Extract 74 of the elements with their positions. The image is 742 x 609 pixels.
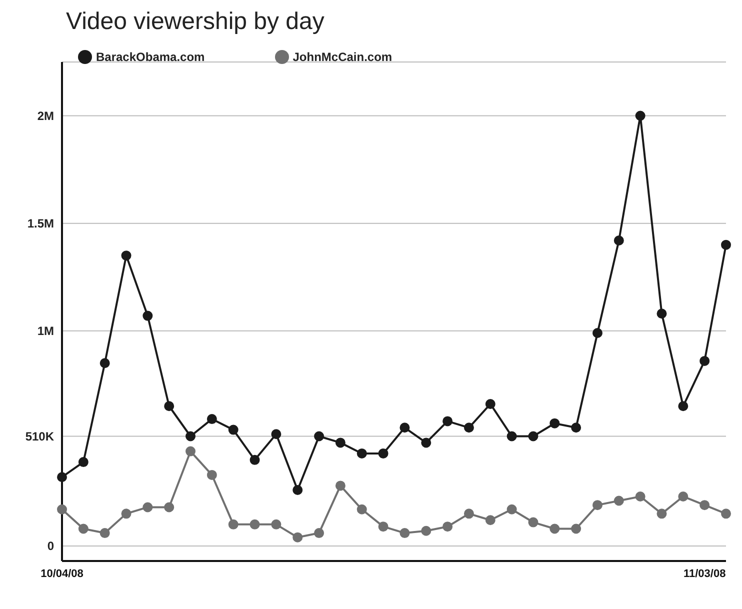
chart-title: Video viewership by day (66, 8, 326, 36)
point (100, 358, 110, 368)
point (506, 504, 517, 514)
point (614, 236, 624, 246)
point (142, 310, 153, 321)
point (250, 519, 260, 530)
point (121, 250, 132, 261)
point (592, 500, 602, 510)
point (678, 401, 688, 412)
point (700, 356, 710, 366)
point (400, 528, 410, 538)
point (121, 508, 132, 519)
y-tick-label: 1.5M (27, 216, 54, 231)
point (142, 502, 153, 512)
point (100, 528, 110, 538)
point (228, 519, 238, 530)
point (528, 517, 538, 528)
point (164, 401, 174, 412)
point (635, 491, 646, 502)
point (442, 522, 453, 532)
point (271, 519, 282, 530)
x-tick-label: 11/03/08 (683, 568, 726, 580)
point (700, 500, 710, 510)
point (464, 422, 474, 433)
point (721, 508, 731, 519)
point (271, 429, 282, 440)
point (356, 504, 367, 514)
point (421, 438, 432, 448)
point (571, 524, 582, 534)
point (721, 240, 731, 250)
point (206, 470, 217, 480)
point (592, 328, 602, 338)
point (250, 454, 260, 465)
point (206, 414, 217, 424)
point (57, 472, 67, 482)
point (421, 526, 432, 536)
point (400, 422, 410, 433)
point (78, 457, 88, 468)
point (228, 424, 238, 435)
point (678, 491, 688, 502)
y-tick-label: 1M (37, 324, 54, 338)
point (550, 418, 560, 428)
point (614, 496, 624, 506)
point (356, 448, 367, 458)
point (656, 308, 667, 319)
point (528, 431, 538, 442)
point (186, 446, 196, 456)
point (335, 480, 346, 491)
point (78, 524, 88, 534)
point (186, 431, 196, 442)
y-tick-label: 0 (47, 539, 54, 554)
y-tick-label: 2M (37, 109, 54, 124)
point (485, 398, 496, 409)
x-tick-label: 10/04/08 (40, 568, 84, 580)
point (335, 438, 346, 448)
point (164, 502, 174, 512)
point (314, 528, 324, 538)
point (656, 508, 667, 519)
point (485, 515, 496, 526)
point (378, 522, 388, 532)
point (550, 524, 560, 534)
point (292, 485, 303, 496)
point (635, 110, 646, 121)
point (292, 532, 303, 542)
y-tick-label: 510K (25, 430, 54, 444)
legend-label: JohnMcCain.com (292, 50, 392, 64)
point (571, 422, 582, 433)
legend-label: BarackObama.com (96, 50, 205, 64)
point (442, 416, 453, 426)
point (57, 504, 67, 514)
point (378, 448, 388, 458)
point (314, 431, 324, 442)
point (506, 431, 517, 442)
point (464, 508, 474, 519)
